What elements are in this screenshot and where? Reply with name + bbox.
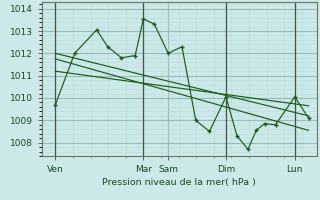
X-axis label: Pression niveau de la mer( hPa ): Pression niveau de la mer( hPa ) <box>102 178 256 187</box>
